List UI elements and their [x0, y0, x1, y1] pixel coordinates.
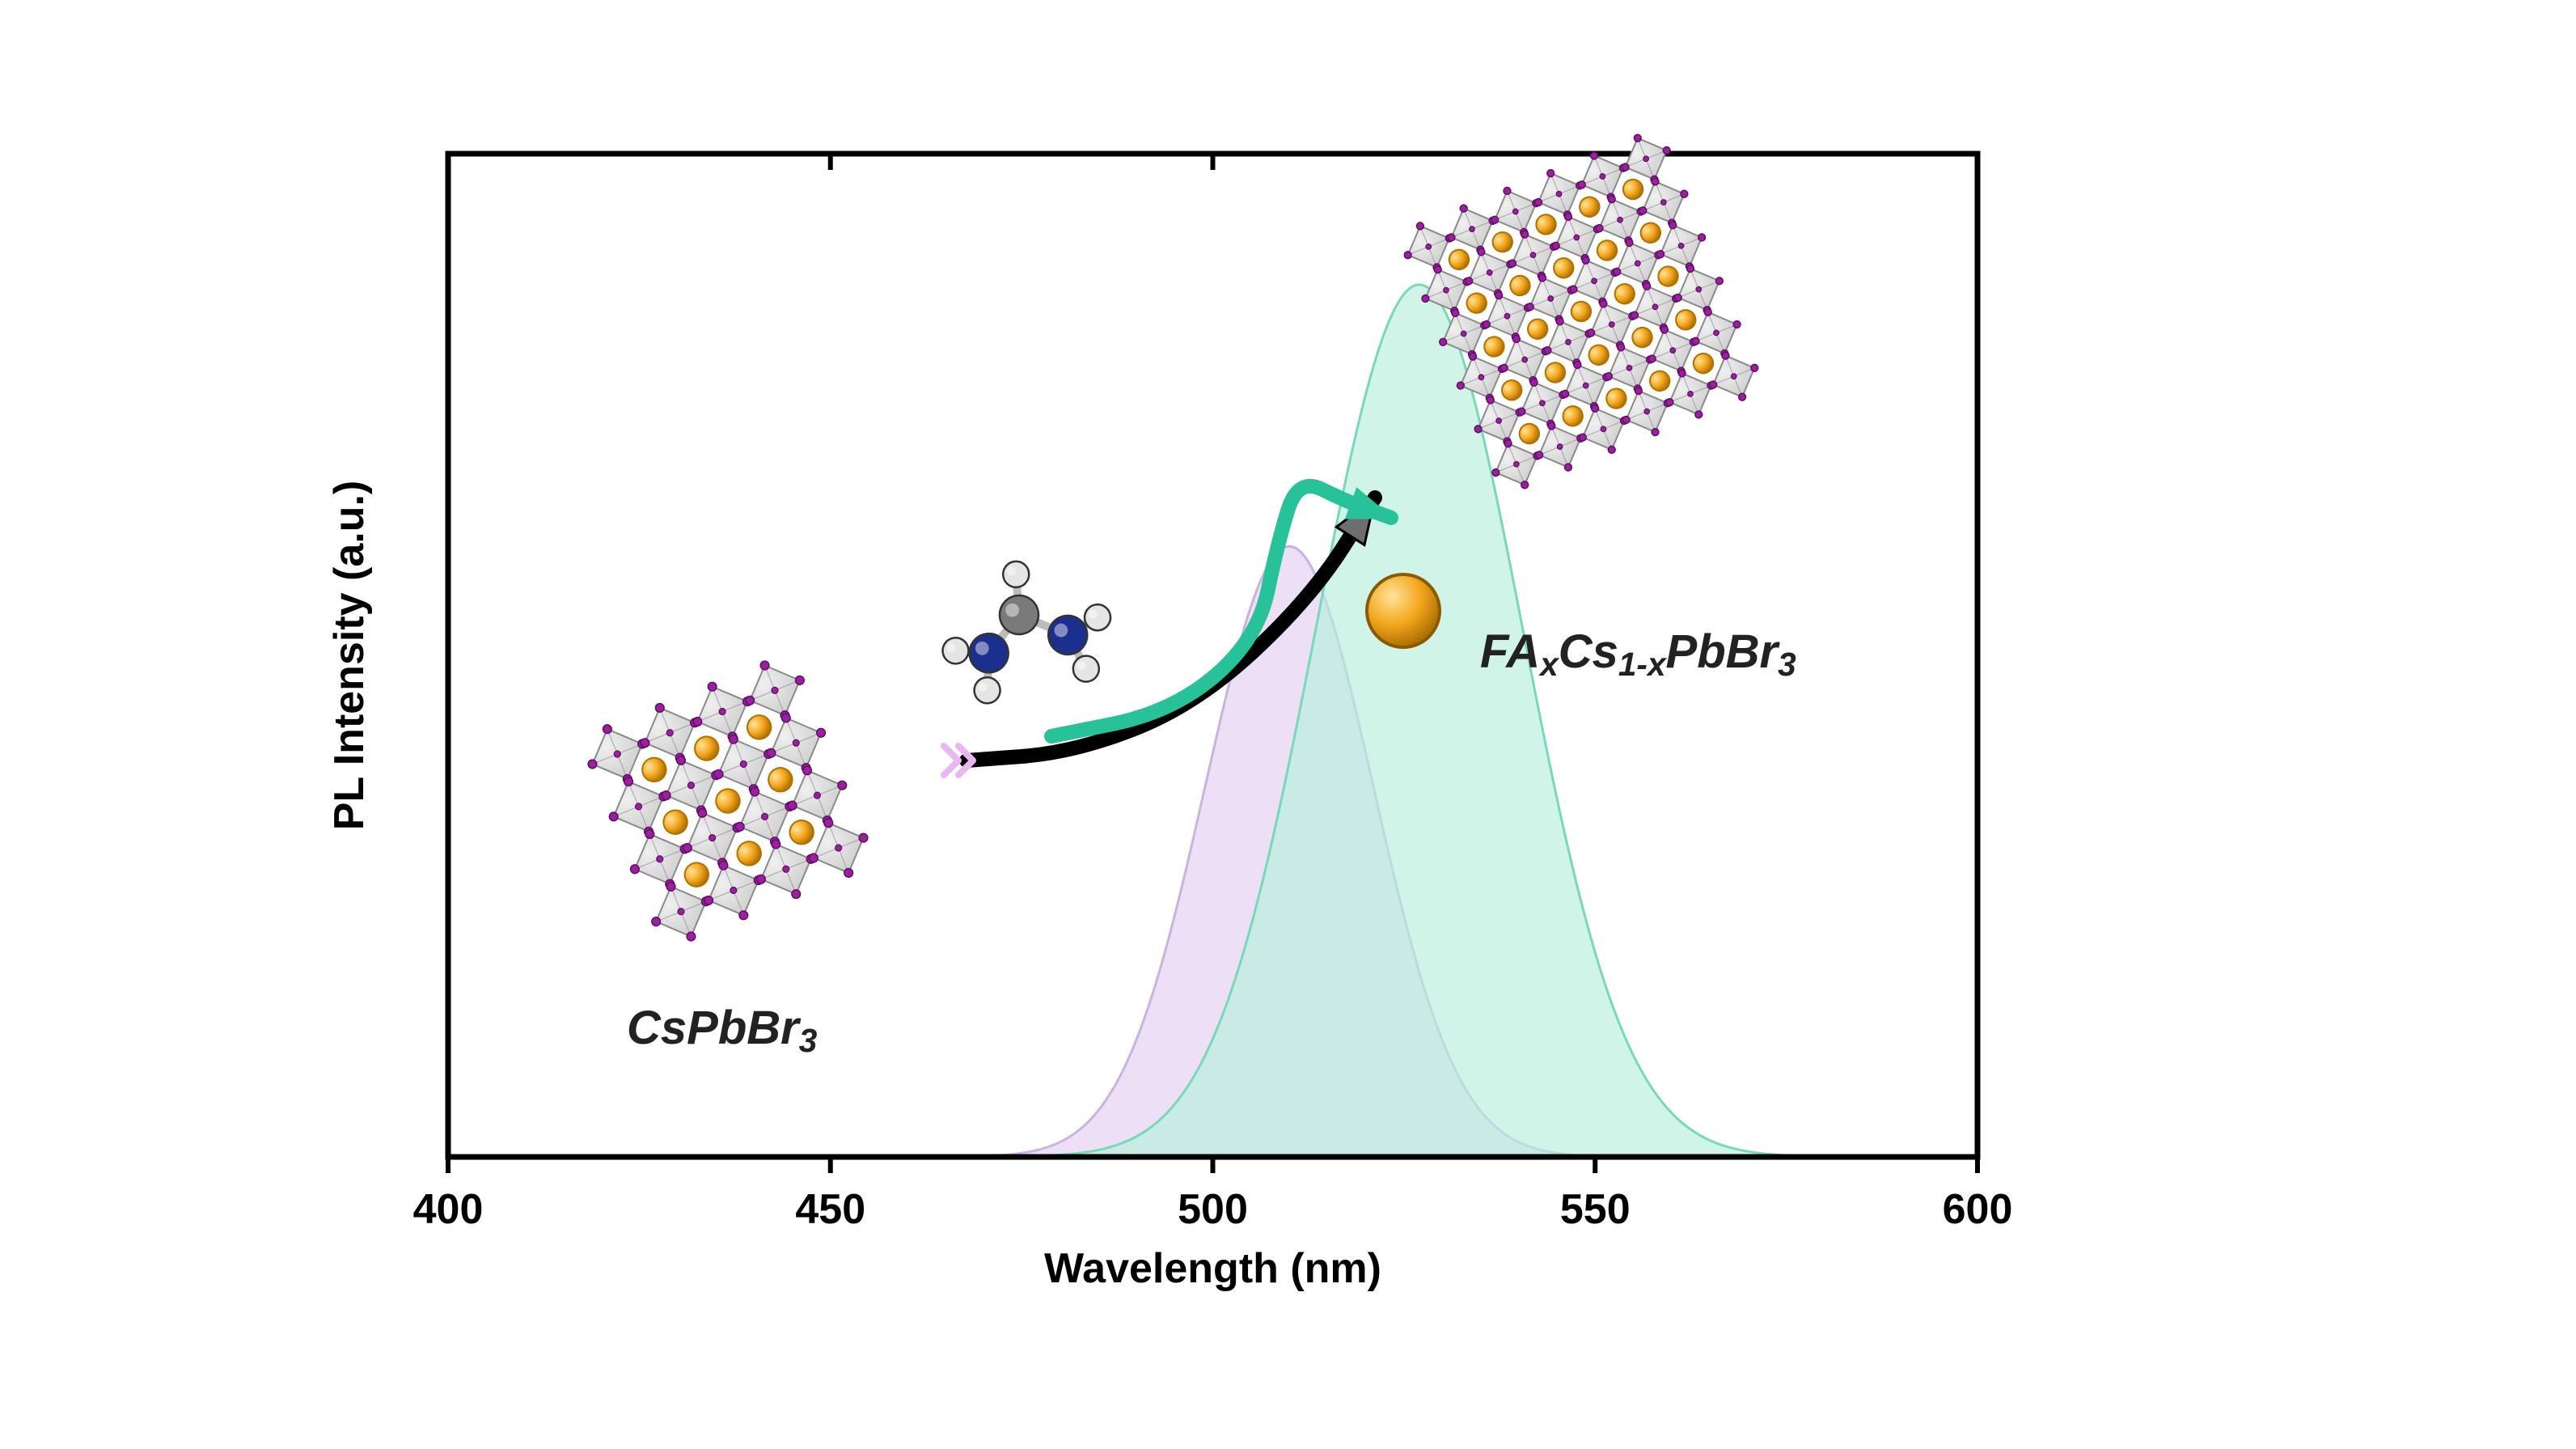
x-tick-label: 550 [1560, 1186, 1631, 1233]
ejected-a-cation-icon [1367, 574, 1440, 647]
x-axis-label: Wavelength (nm) [1044, 1245, 1381, 1292]
x-tick-label: 450 [795, 1186, 865, 1233]
x-tick-label: 600 [1943, 1186, 2013, 1233]
x-tick-label: 500 [1178, 1186, 1248, 1233]
y-axis-label: PL Intensity (a.u.) [326, 481, 373, 830]
label-cspbbr3: CsPbBr3 [627, 1002, 818, 1059]
x-tick-label: 400 [413, 1186, 484, 1233]
